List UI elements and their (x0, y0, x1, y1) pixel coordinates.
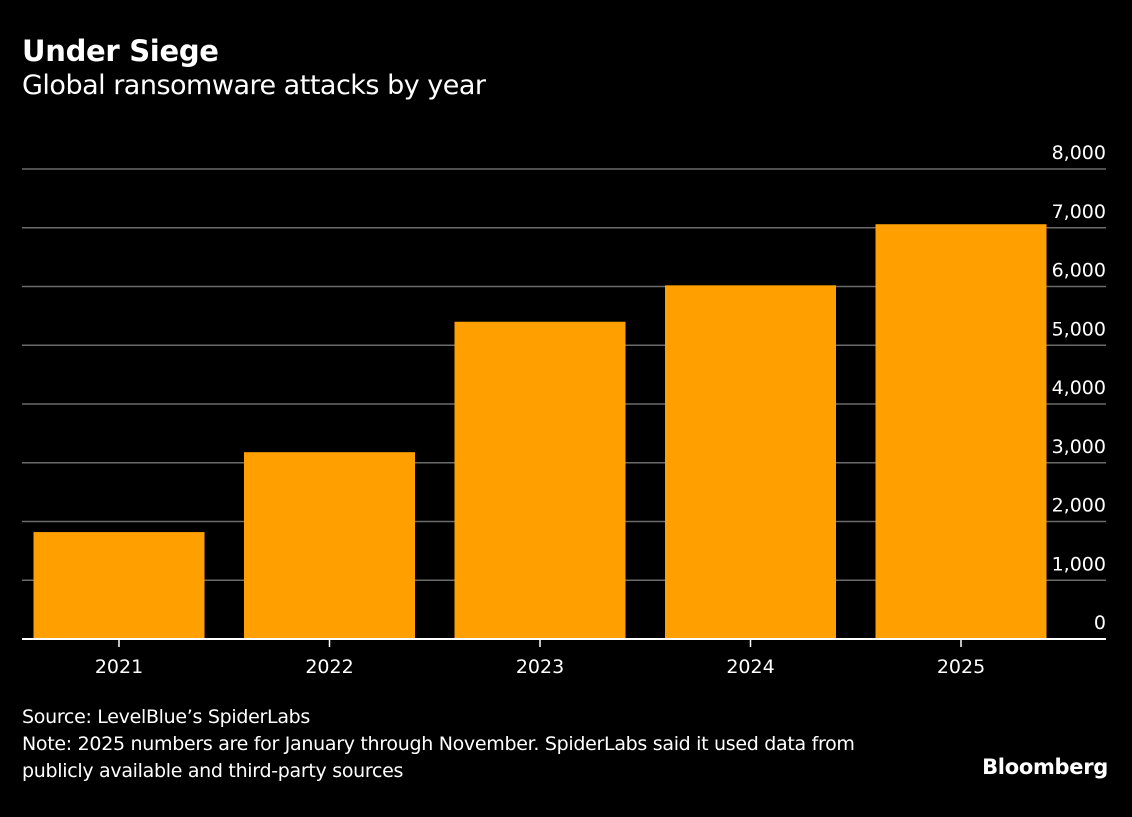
bar-2023 (454, 321, 626, 639)
y-tick-label: 0 (1094, 612, 1106, 634)
x-tick-label: 2023 (516, 656, 564, 678)
note-text-line1: Note: 2025 numbers are for January throu… (22, 733, 855, 755)
x-tick-label: 2022 (305, 656, 353, 678)
y-tick-label: 3,000 (1052, 436, 1106, 458)
y-tick-label: 1,000 (1052, 553, 1106, 575)
y-tick-label: 6,000 (1052, 260, 1106, 282)
y-tick-label: 8,000 (1052, 142, 1106, 164)
y-tick-label: 7,000 (1052, 201, 1106, 223)
bar-2025 (875, 224, 1047, 639)
y-tick-label: 2,000 (1052, 495, 1106, 517)
note-text-line2: publicly available and third-party sourc… (22, 760, 404, 782)
y-tick-label: 5,000 (1052, 318, 1106, 340)
chart-title: Under Siege (22, 34, 219, 68)
x-axis: 2021 2022 2023 2024 2025 (22, 638, 1106, 678)
bar-2022 (244, 452, 415, 639)
chart-subtitle: Global ransomware attacks by year (22, 70, 486, 101)
bar-2021 (33, 532, 205, 639)
x-tick-label: 2021 (95, 656, 143, 678)
y-tick-label: 4,000 (1052, 377, 1106, 399)
footer: Source: LevelBlue’s SpiderLabs Note: 202… (22, 704, 855, 785)
x-tick-label: 2025 (937, 656, 985, 678)
bar-2024 (665, 285, 836, 639)
bars (33, 224, 1047, 639)
x-tick-label: 2024 (726, 656, 774, 678)
bloomberg-logo: Bloomberg (982, 755, 1108, 779)
source-text: Source: LevelBlue’s SpiderLabs (22, 706, 311, 728)
y-axis-labels: 0 1,000 2,000 3,000 4,000 5,000 6,000 7,000 8,00… (1052, 142, 1106, 634)
